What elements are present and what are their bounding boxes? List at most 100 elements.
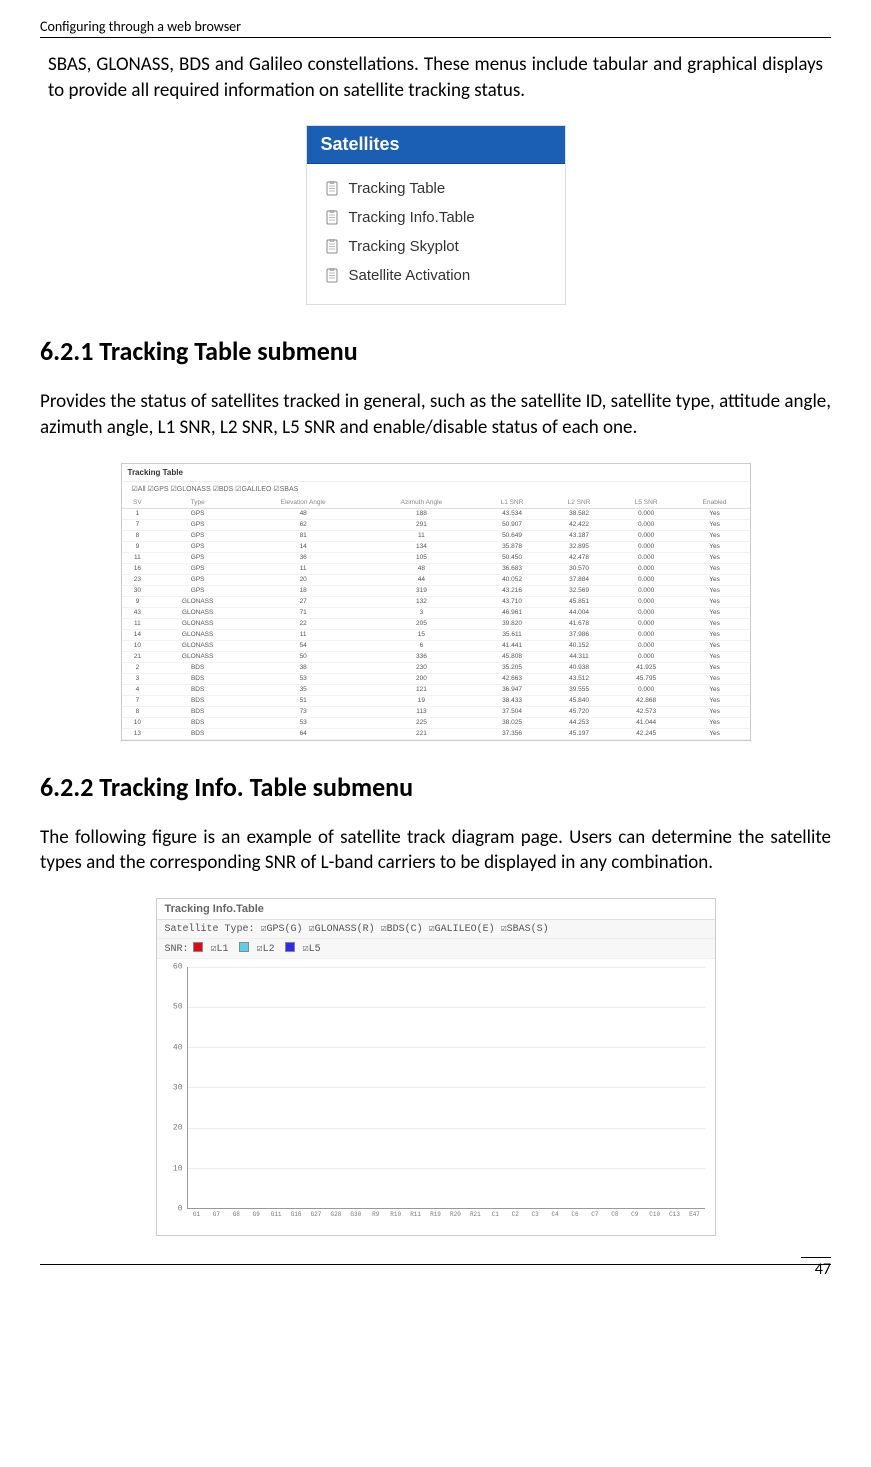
table-cell: 35.611	[478, 629, 545, 640]
y-tick-label: 50	[173, 1003, 183, 1012]
table-cell: 37.356	[478, 728, 545, 739]
page-header: Configuring through a web browser	[40, 18, 831, 38]
table-cell: Yes	[680, 519, 750, 530]
table-cell: 0.000	[613, 640, 680, 651]
page-number: 47	[801, 1257, 831, 1279]
table-cell: Yes	[680, 541, 750, 552]
x-tick-label: C13	[665, 1209, 685, 1227]
table-cell: 50.649	[478, 530, 545, 541]
sat-menu-item-label: Tracking Table	[349, 180, 446, 197]
table-cell: 20	[242, 574, 364, 585]
table-cell: Yes	[680, 640, 750, 651]
x-tick-label: R19	[426, 1209, 446, 1227]
table-cell: GLONASS	[153, 651, 242, 662]
gridline	[188, 1007, 705, 1008]
table-cell: 41.678	[546, 618, 613, 629]
table-cell: 105	[364, 552, 478, 563]
x-tick-label: G16	[286, 1209, 306, 1227]
table-cell: 40.152	[546, 640, 613, 651]
table-cell: BDS	[153, 728, 242, 739]
table-cell: 35.878	[478, 541, 545, 552]
table-cell: 43.512	[546, 673, 613, 684]
table-row: 13BDS6422137.35645.19742.245Yes	[122, 728, 750, 739]
table-row: 14GLONASS111535.61137.9860.000Yes	[122, 629, 750, 640]
y-tick-label: 0	[178, 1204, 183, 1213]
table-cell: 9	[122, 596, 154, 607]
sat-menu-item[interactable]: Tracking Table	[323, 174, 557, 203]
sat-menu-item[interactable]: Tracking Skyplot	[323, 232, 557, 261]
table-cell: 39.820	[478, 618, 545, 629]
table-cell: 0.000	[613, 596, 680, 607]
table-cell: 0.000	[613, 530, 680, 541]
snr-chart-figure: Tracking Info.Table Satellite Type: ☑GPS…	[156, 898, 716, 1236]
table-cell: 7	[122, 519, 154, 530]
table-cell: 22	[242, 618, 364, 629]
table-cell: 0.000	[613, 541, 680, 552]
tracking-table-filters: ☑All ☑GPS ☑GLONASS ☑BDS ☑GALILEO ☑SBAS	[122, 482, 750, 496]
x-tick-label: G11	[266, 1209, 286, 1227]
snr-label: SNR:	[165, 944, 189, 955]
table-cell: 0.000	[613, 618, 680, 629]
table-cell: BDS	[153, 695, 242, 706]
table-cell: BDS	[153, 684, 242, 695]
gridline	[188, 1168, 705, 1169]
table-cell: 3	[122, 673, 154, 684]
table-cell: 54	[242, 640, 364, 651]
y-tick-label: 60	[173, 962, 183, 971]
table-cell: 37.504	[478, 706, 545, 717]
table-col-header: Elevation Angle	[242, 498, 364, 509]
table-cell: 11	[364, 530, 478, 541]
table-cell: GPS	[153, 530, 242, 541]
sat-menu-item[interactable]: Satellite Activation	[323, 261, 557, 290]
table-cell: 319	[364, 585, 478, 596]
x-tick-label: R9	[366, 1209, 386, 1227]
table-cell: Yes	[680, 618, 750, 629]
table-row: 8BDS7311337.50445.72042.573Yes	[122, 706, 750, 717]
table-cell: 43.187	[546, 530, 613, 541]
table-cell: 81	[242, 530, 364, 541]
table-cell: 27	[242, 596, 364, 607]
table-cell: 134	[364, 541, 478, 552]
table-cell: 132	[364, 596, 478, 607]
table-cell: 38.025	[478, 717, 545, 728]
table-cell: 46.961	[478, 607, 545, 618]
table-cell: GLONASS	[153, 618, 242, 629]
x-tick-label: C6	[565, 1209, 585, 1227]
table-cell: GLONASS	[153, 640, 242, 651]
table-cell: BDS	[153, 717, 242, 728]
table-cell: BDS	[153, 673, 242, 684]
x-tick-label: C9	[625, 1209, 645, 1227]
table-cell: 38	[242, 662, 364, 673]
snr-chart-title: Tracking Info.Table	[157, 899, 715, 920]
table-cell: Yes	[680, 684, 750, 695]
table-cell: 32.569	[546, 585, 613, 596]
gridline	[188, 967, 705, 968]
table-cell: 188	[364, 508, 478, 519]
table-cell: 0.000	[613, 651, 680, 662]
table-col-header: Azimuth Angle	[364, 498, 478, 509]
table-cell: 40.052	[478, 574, 545, 585]
table-cell: 40.938	[546, 662, 613, 673]
table-col-header: L5 SNR	[613, 498, 680, 509]
table-cell: Yes	[680, 596, 750, 607]
table-cell: 45.851	[546, 596, 613, 607]
table-cell: 64	[242, 728, 364, 739]
sat-menu-item[interactable]: Tracking Info.Table	[323, 203, 557, 232]
x-tick-label: R11	[406, 1209, 426, 1227]
table-cell: GPS	[153, 574, 242, 585]
y-tick-label: 30	[173, 1083, 183, 1092]
table-cell: 221	[364, 728, 478, 739]
table-cell: 13	[122, 728, 154, 739]
table-cell: 32.895	[546, 541, 613, 552]
table-cell: 35	[242, 684, 364, 695]
table-cell: GPS	[153, 541, 242, 552]
table-cell: 113	[364, 706, 478, 717]
table-cell: 44.004	[546, 607, 613, 618]
table-cell: 45.808	[478, 651, 545, 662]
table-cell: 1	[122, 508, 154, 519]
table-cell: GPS	[153, 563, 242, 574]
table-cell: 48	[364, 563, 478, 574]
table-cell: 73	[242, 706, 364, 717]
snr-plot: 0102030405060 G1G7G8G9G11G16G27G28G30R9R…	[187, 967, 705, 1227]
x-tick-label: C10	[645, 1209, 665, 1227]
